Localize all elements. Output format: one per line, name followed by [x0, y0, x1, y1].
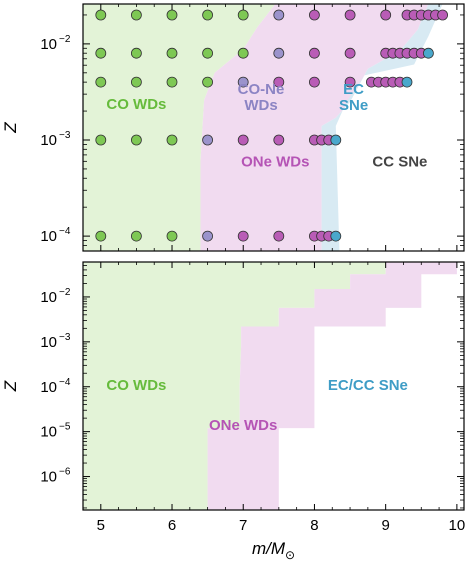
- region-label: EC: [343, 81, 364, 98]
- data-point-one: [237, 230, 249, 242]
- y-axis-title: Z: [1, 122, 20, 134]
- y-tick-label: 10 −4: [40, 226, 71, 245]
- region-label: CO WDs: [106, 96, 166, 113]
- data-point-co: [95, 230, 107, 242]
- top-region-one: [200, 4, 429, 251]
- data-point-ec: [330, 134, 342, 146]
- data-point-cone: [273, 9, 285, 21]
- data-point-one: [237, 134, 249, 146]
- bottom-plot-area: CO WDs ONe WDs EC/CC SNe: [83, 262, 457, 510]
- data-point-one: [344, 47, 356, 59]
- y-axis-title: Z: [1, 380, 20, 392]
- data-point-co: [95, 134, 107, 146]
- x-axis-title: m/M⊙: [252, 539, 295, 562]
- bottom-panel: CO WDs ONe WDs EC/CC SNe 5 6 7 8 9 10 m/M⊙ 10 −6 10−…: [1, 261, 466, 562]
- data-point-co: [166, 9, 178, 21]
- data-point-co: [237, 9, 249, 21]
- region-label: ONe WDs: [241, 154, 309, 171]
- region-label: ONe WDs: [209, 417, 277, 434]
- data-point-one: [273, 230, 285, 242]
- x-tick-label: 10: [449, 517, 466, 534]
- top-region-ec: [321, 4, 443, 251]
- data-point-cone: [202, 230, 214, 242]
- data-point-one: [344, 76, 356, 88]
- region-label: CC SNe: [372, 154, 427, 171]
- data-point-co: [202, 9, 214, 21]
- data-point-co: [166, 47, 178, 59]
- y-tick-label: 10 −4: [40, 377, 71, 396]
- region-label: EC/CC SNe: [328, 377, 408, 394]
- data-point-co: [95, 47, 107, 59]
- data-point-one: [380, 9, 392, 21]
- data-point-co: [130, 47, 142, 59]
- data-point-co: [130, 76, 142, 88]
- top-frame: [82, 3, 465, 252]
- data-point-co: [166, 76, 178, 88]
- data-point-cone: [237, 76, 249, 88]
- data-point-ec: [422, 47, 434, 59]
- x-tick-label: 9: [381, 517, 389, 534]
- data-point-one: [273, 76, 285, 88]
- data-point-cone: [273, 47, 285, 59]
- data-point-one: [273, 134, 285, 146]
- data-point-co: [202, 47, 214, 59]
- data-point-one: [308, 76, 320, 88]
- y-tick-label: 10 −2: [40, 34, 71, 53]
- data-point-co: [95, 9, 107, 21]
- bottom-region-one: [207, 262, 457, 510]
- data-point-co: [130, 134, 142, 146]
- bottom-frame: [82, 261, 465, 511]
- y-tick-label: 10 −6: [40, 467, 71, 486]
- data-point-co: [130, 230, 142, 242]
- region-label: CO WDs: [106, 377, 166, 394]
- region-label: WDs: [244, 97, 277, 114]
- data-point-ec: [330, 230, 342, 242]
- x-tick-label: 8: [310, 517, 318, 534]
- data-point-co: [166, 230, 178, 242]
- x-tick-label: 6: [168, 517, 176, 534]
- data-point-cone: [202, 134, 214, 146]
- top-region-co: [83, 4, 276, 251]
- region-label: CO-Ne: [238, 81, 285, 98]
- data-point-co: [130, 9, 142, 21]
- y-tick-label: 10 −3: [40, 130, 71, 149]
- y-tick-label: 10 −3: [40, 332, 71, 351]
- data-point-co: [237, 47, 249, 59]
- x-tick-label: 5: [97, 517, 105, 534]
- y-tick-label: 10 −2: [40, 287, 71, 306]
- data-point-co: [166, 134, 178, 146]
- data-point-one: [437, 9, 449, 21]
- bottom-region-co: [83, 262, 386, 510]
- y-tick-label: 10 −5: [40, 422, 71, 441]
- x-tick-label: 7: [239, 517, 247, 534]
- region-label: SNe: [339, 97, 368, 114]
- data-point-one: [308, 9, 320, 21]
- data-point-ec: [401, 76, 413, 88]
- data-point-co: [95, 76, 107, 88]
- data-point-one: [344, 9, 356, 21]
- data-point-one: [308, 47, 320, 59]
- data-point-co: [202, 76, 214, 88]
